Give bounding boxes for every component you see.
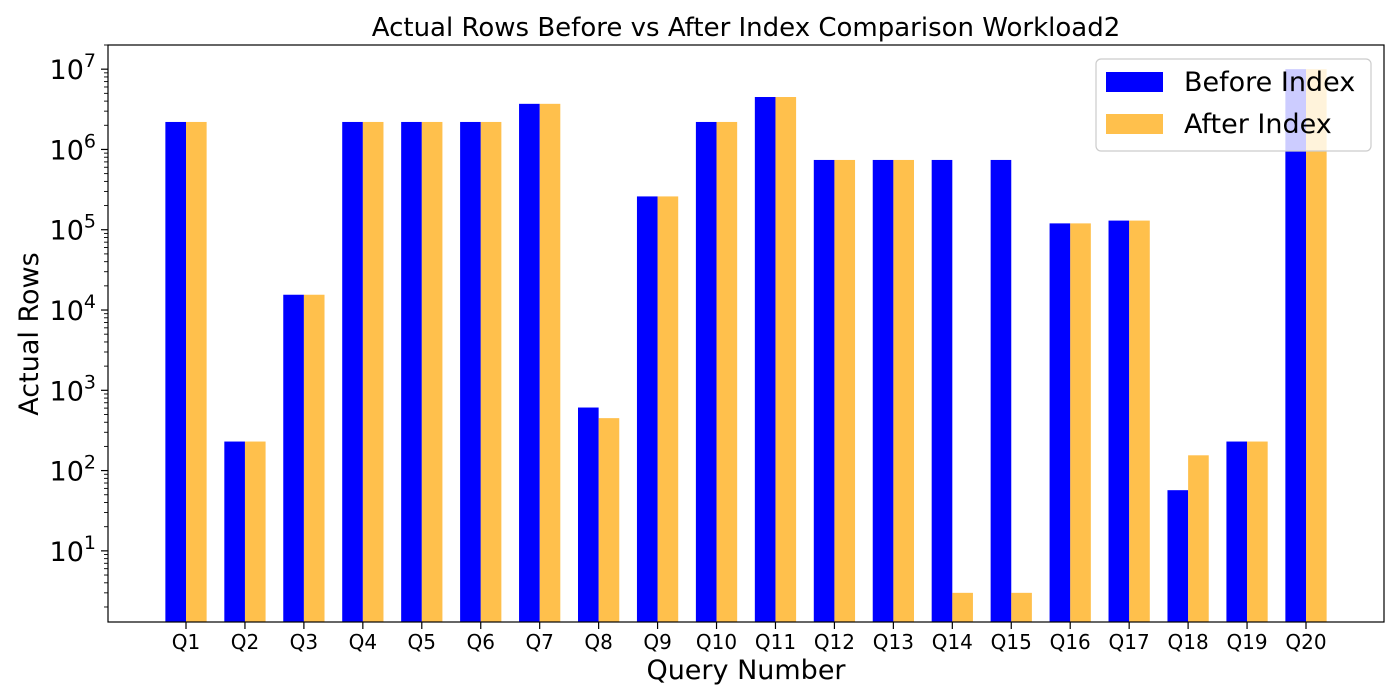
bar-after-index-q13: [893, 159, 914, 622]
plot-frame: [107, 44, 1385, 623]
bar-after-index-q9: [657, 196, 679, 623]
y-tick-label: 101: [50, 532, 96, 568]
bar-before-index-q5: [401, 121, 422, 623]
bar-before-index-q4: [342, 121, 363, 623]
x-tick-label: Q18: [1168, 630, 1209, 654]
bar-before-index-q10: [695, 121, 717, 623]
bars-layer: [165, 69, 1327, 623]
x-tick-label: Q7: [525, 630, 553, 654]
bar-after-index-q3: [303, 294, 325, 622]
bar-before-index-q9: [636, 196, 658, 623]
bar-after-index-q18: [1188, 455, 1209, 622]
y-tick-label: 103: [50, 371, 96, 407]
y-axis: 101 102 103 104 105 106 107: [50, 44, 108, 608]
chart-title: Actual Rows Before vs After Index Compar…: [372, 13, 1121, 43]
bar-after-index-q10: [716, 121, 738, 623]
legend-box: [1095, 58, 1372, 152]
x-tick-label: Q6: [467, 630, 495, 654]
y-tick-label: 105: [50, 211, 96, 247]
bar-after-index-q11: [775, 97, 797, 622]
x-tick-label: Q9: [643, 630, 671, 654]
bar-before-index-q14: [931, 159, 953, 622]
bar-before-index-q18: [1167, 490, 1189, 622]
legend-swatch-after-index: [1106, 114, 1163, 134]
bar-after-index-q14: [952, 592, 973, 622]
bar-after-index-q5: [421, 121, 443, 623]
bar-before-index-q2: [224, 441, 245, 622]
bar-after-index-q8: [598, 418, 620, 622]
x-tick-label: Q12: [814, 630, 855, 654]
bar-after-index-q19: [1247, 441, 1268, 622]
x-tick-label: Q11: [755, 630, 796, 654]
bar-before-index-q20: [1285, 69, 1306, 623]
y-tick-label: 102: [50, 452, 96, 488]
x-tick-label: Q20: [1285, 630, 1326, 654]
legend-label-after-index: After Index: [1184, 109, 1332, 140]
x-tick-label: Q16: [1050, 630, 1091, 654]
bar-after-index-q6: [480, 121, 502, 623]
x-tick-label: Q8: [584, 630, 612, 654]
y-tick-label: 106: [50, 130, 96, 166]
x-tick-label: Q4: [349, 630, 377, 654]
bar-after-index-q17: [1129, 220, 1150, 622]
x-axis-label: Query Number: [646, 655, 846, 686]
x-tick-label: Q5: [408, 630, 436, 654]
bar-after-index-q4: [362, 121, 384, 623]
bar-after-index-q16: [1070, 223, 1091, 622]
y-tick-label: 107: [50, 50, 96, 86]
x-tick-label: Q15: [991, 630, 1032, 654]
bar-before-index-q19: [1226, 441, 1248, 622]
bar-before-index-q8: [578, 407, 599, 622]
bar-before-index-q15: [990, 159, 1012, 622]
y-tick-label: 104: [50, 291, 96, 327]
x-tick-label: Q2: [231, 630, 259, 654]
bar-before-index-q11: [754, 97, 776, 622]
legend-label-before-index: Before Index: [1184, 67, 1355, 98]
legend: Before Index After Index: [1095, 58, 1372, 152]
bar-before-index-q13: [872, 159, 894, 622]
x-tick-label: Q19: [1226, 630, 1267, 654]
x-tick-label: Q17: [1109, 630, 1150, 654]
bar-after-index-q1: [186, 121, 207, 623]
x-tick-label: Q14: [932, 630, 973, 654]
bar-before-index-q3: [283, 294, 304, 622]
legend-swatch-before-index: [1106, 72, 1163, 92]
bar-before-index-q1: [165, 121, 186, 623]
x-axis: Q1 Q2 Q3 Q4 Q5 Q6 Q7 Q8 Q9 Q10 Q11 Q12 Q13 Q14 Q15 Q16 Q…: [172, 622, 1327, 654]
x-tick-label: Q10: [696, 630, 737, 654]
bar-after-index-q12: [834, 159, 856, 622]
bar-before-index-q17: [1108, 220, 1130, 622]
bar-before-index-q16: [1049, 223, 1071, 622]
y-axis-label: Actual Rows: [14, 252, 45, 415]
bar-after-index-q2: [244, 441, 266, 622]
bar-after-index-q20: [1306, 69, 1327, 623]
bar-before-index-q6: [460, 121, 481, 623]
x-tick-label: Q1: [172, 630, 200, 654]
bar-before-index-q7: [519, 103, 540, 622]
x-tick-label: Q13: [873, 630, 914, 654]
bar-after-index-q7: [539, 103, 561, 622]
bar-after-index-q15: [1011, 592, 1032, 622]
x-tick-label: Q3: [290, 630, 318, 654]
bar-before-index-q12: [813, 159, 835, 622]
